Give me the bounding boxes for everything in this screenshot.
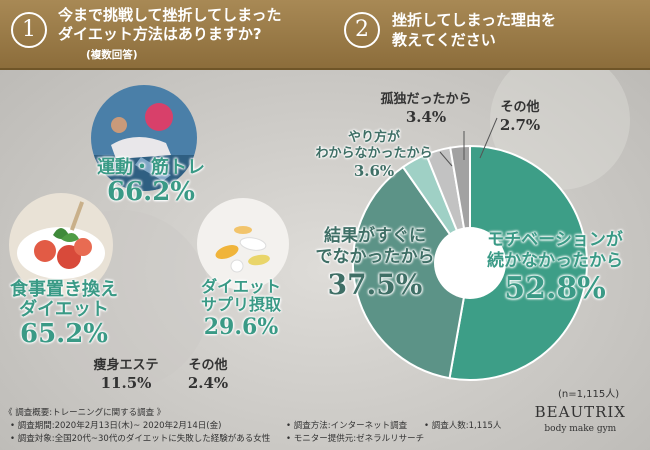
- meal-title-line1: 食事置き換え: [10, 279, 118, 300]
- meal-photo: [9, 193, 113, 297]
- method-label: やり方が わからなかったから 3.6%: [300, 130, 448, 180]
- method-title-line2: わからなかったから: [315, 146, 433, 161]
- pie-slice-result: [352, 165, 472, 380]
- exercise-label: 運動・筋トレ 66.2%: [89, 157, 213, 207]
- supplement-title-line2: サプリ摂取: [200, 295, 281, 314]
- supplement-value: 29.6%: [203, 314, 279, 340]
- brand-name: BEAUTRIX: [534, 403, 626, 421]
- method-leader-line: [439, 151, 453, 167]
- survey-provider: • モニター提供元:ゼネラルリサーチ: [286, 434, 425, 444]
- pie-slice-motivation: [448, 144, 588, 381]
- result-value: 37.5%: [327, 268, 423, 301]
- q2-other-value: 2.7%: [499, 116, 541, 134]
- survey-count: • 調査人数:1,115人: [424, 421, 502, 431]
- question-2-number: 2: [344, 12, 380, 48]
- survey-heading: 《 調査概要:トレーニングに関する調査 》: [4, 408, 166, 418]
- sample-size: (n=1,115人): [558, 389, 620, 400]
- question-1-note: (複数回答): [86, 49, 138, 61]
- esthe-label: 痩身エステ 11.5%: [82, 358, 170, 392]
- question-2-line1: 挫折してしまった理由を: [392, 11, 556, 29]
- q1-other-value: 2.4%: [187, 374, 229, 392]
- meal-value: 65.2%: [19, 319, 109, 349]
- lonely-title: 孤独だったから: [380, 92, 472, 107]
- result-title-line2: でなかったから: [315, 247, 435, 267]
- question-1-line1: 今まで挑戦して挫折してしまった: [58, 6, 282, 24]
- other-leader-line: [479, 117, 498, 159]
- header-bar: 1 今まで挑戦して挫折してしまった ダイエット方法はありますか? (複数回答) …: [0, 0, 650, 70]
- result-title-line1: 結果がすぐに: [324, 226, 426, 246]
- brand-tagline: body make gym: [544, 424, 617, 434]
- exercise-photo: [91, 85, 197, 191]
- esthe-title: 痩身エステ: [93, 358, 159, 373]
- motivation-label: モチベーションが 続かなかったから 52.8%: [470, 230, 640, 306]
- question-1-number: 1: [11, 12, 47, 48]
- survey-method: • 調査方法:インターネット調査: [286, 421, 408, 431]
- question-2-line2: 教えてください: [392, 31, 496, 49]
- q2-other-label: その他 2.7%: [488, 100, 552, 134]
- q1-other-label: その他 2.4%: [178, 358, 238, 392]
- supplement-title-line1: ダイエット: [201, 277, 281, 296]
- meal-title-line2: ダイエット: [19, 299, 109, 320]
- meal-label: 食事置き換え ダイエット 65.2%: [2, 279, 126, 349]
- question-1-line2: ダイエット方法はありますか?: [58, 25, 262, 43]
- q2-other-title: その他: [500, 100, 540, 115]
- survey-target: • 調査対象:全国20代~30代のダイエットに失敗した経験がある女性: [10, 434, 271, 444]
- exercise-value: 66.2%: [106, 177, 196, 207]
- result-label: 結果がすぐに でなかったから 37.5%: [300, 226, 450, 302]
- brand-logo: BEAUTRIX body make gym: [535, 403, 626, 434]
- lonely-value: 3.4%: [405, 108, 447, 126]
- survey-period: • 調査期間:2020年2月13日(木)~ 2020年2月14日(金): [10, 421, 222, 431]
- exercise-title: 運動・筋トレ: [97, 157, 205, 178]
- supplement-label: ダイエット サプリ摂取 29.6%: [182, 277, 300, 341]
- esthe-value: 11.5%: [100, 374, 152, 392]
- motivation-value: 52.8%: [504, 271, 606, 306]
- motivation-title-line1: モチベーションが: [487, 230, 623, 250]
- lonely-label: 孤独だったから 3.4%: [366, 92, 486, 126]
- q1-other-title: その他: [188, 358, 228, 373]
- method-value: 3.6%: [353, 162, 395, 180]
- supplement-photo: [197, 198, 289, 290]
- method-title-line1: やり方が: [347, 130, 400, 145]
- pie-center-hole: [434, 227, 506, 299]
- motivation-title-line2: 続かなかったから: [487, 251, 623, 271]
